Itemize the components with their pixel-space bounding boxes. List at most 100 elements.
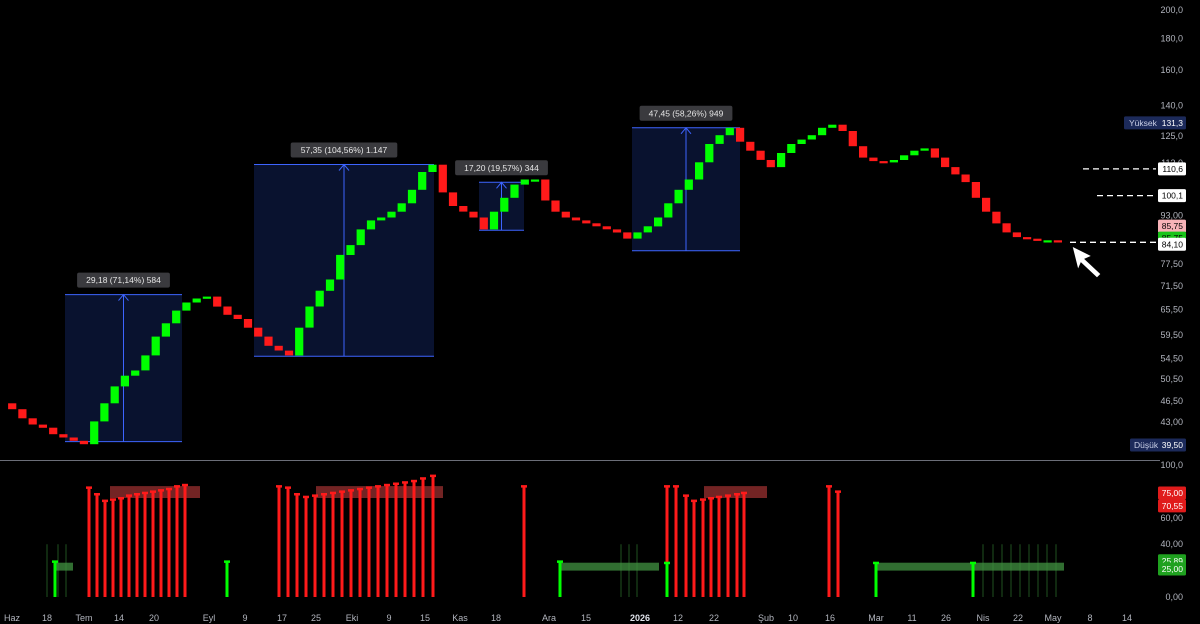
price-bar — [1033, 238, 1042, 241]
oscillator-bar-cap — [708, 497, 714, 500]
measure-label-bg — [77, 272, 170, 288]
oscillator-bar-cap — [118, 497, 124, 500]
oscillator-bar-cap — [158, 489, 164, 492]
oscillator-bar-green — [558, 561, 562, 597]
y-tick-label: 50,50 — [1160, 374, 1183, 384]
time-axis[interactable]: Haz 18 Tem 14 20 Eyl 9 17 25 Eki 9 15 Kas 18 Ara 15 2026… — [4, 613, 1132, 623]
svg-text:39,50: 39,50 — [1162, 440, 1184, 450]
x-tick-label: 22 — [709, 613, 719, 623]
oscillator-bar-cap — [393, 482, 399, 485]
oscillator-bar-cap — [835, 490, 841, 493]
measure-box[interactable]: 57,35 (104,56%) 1.147 — [254, 142, 434, 357]
oscillator-bar-cap — [683, 494, 689, 497]
osc-tick-label: 60,00 — [1160, 513, 1183, 523]
price-bar — [8, 403, 17, 410]
price-bar — [202, 296, 211, 299]
oscillator-bar-red — [367, 487, 371, 597]
oscillator-bar-red — [95, 494, 99, 597]
oscillator-bar-red — [726, 495, 730, 597]
oscillator-bar-cap — [166, 487, 172, 491]
price-bar — [705, 144, 714, 163]
oscillator-bar-red — [286, 487, 290, 597]
price-tags: Yüksek131,3Düşük39,50110,6100,185,7585,7… — [1124, 116, 1186, 576]
measure-label: 57,35 (104,56%) 1.147 — [301, 145, 388, 155]
x-tick-label: Kas — [452, 613, 468, 623]
oscillator-bar-cap — [741, 491, 747, 495]
x-tick-label: Ara — [542, 613, 556, 623]
oscillator-bar-red — [277, 486, 281, 597]
x-tick-label: 10 — [788, 613, 798, 623]
y-tick-label: 77,50 — [1160, 259, 1183, 269]
oscillator-bar-red — [151, 491, 155, 597]
price-bar — [346, 245, 355, 255]
oscillator-bar-cap — [285, 486, 291, 489]
price-bar — [1012, 232, 1021, 238]
x-tick-label: 14 — [1122, 613, 1132, 623]
price-bar — [879, 161, 888, 164]
y-tick-label: 180,0 — [1160, 33, 1183, 43]
price-bar — [1043, 240, 1052, 243]
price-bar — [612, 229, 622, 233]
price-bar — [941, 157, 950, 168]
oscillator-bar-cap — [375, 485, 381, 488]
measure-label-bg — [639, 105, 733, 121]
oscillator-bar-cap — [303, 495, 309, 499]
oscillator-bar-red — [183, 484, 187, 597]
svg-text:Yüksek: Yüksek — [1129, 118, 1158, 128]
price-bar — [510, 184, 519, 198]
x-tick-label: 14 — [114, 613, 124, 623]
oscillator-bar-red — [403, 482, 407, 597]
osc-tag-red: 75,00 — [1158, 486, 1186, 500]
svg-text:75,00: 75,00 — [1162, 488, 1184, 498]
x-tick-label: 18 — [42, 613, 52, 623]
x-tick-label: Eki — [346, 613, 359, 623]
oscillator-bar-red — [295, 494, 299, 597]
price-bar — [992, 211, 1001, 224]
x-tick-label: 8 — [1087, 613, 1092, 623]
price-bar — [582, 220, 591, 224]
oscillator-bar-red — [119, 498, 123, 597]
price-bar — [602, 226, 611, 230]
overbought-zone — [704, 486, 767, 498]
price-bar — [725, 127, 734, 136]
x-tick-label: 18 — [491, 613, 501, 623]
price-bar — [274, 345, 283, 351]
measure-label-bg — [455, 160, 548, 176]
price-bar — [397, 203, 406, 212]
price-bar — [110, 386, 119, 404]
oscillator-bar-cap — [664, 561, 670, 565]
oscillator-bar-cap — [52, 560, 58, 563]
x-tick-label: Nis — [977, 613, 990, 623]
price-bar — [541, 179, 550, 201]
oscillator-bar-cap — [402, 481, 408, 484]
svg-text:85,75: 85,75 — [1162, 221, 1184, 231]
price-bar — [192, 298, 201, 303]
price-series — [8, 124, 1062, 445]
price-bar — [18, 409, 27, 419]
measure-label: 47,45 (58,26%) 949 — [649, 108, 724, 118]
x-tick-label: Eyl — [203, 613, 216, 623]
price-bar — [336, 254, 345, 280]
y-tick-label: 200,0 — [1160, 5, 1183, 15]
price-bar — [131, 370, 140, 376]
price-bar — [1002, 223, 1011, 233]
price-bar — [838, 124, 847, 131]
oscillator-bar-cap — [430, 474, 436, 478]
price-bar — [366, 220, 376, 230]
oscillator-bar-cap — [126, 494, 132, 497]
oscillator-bar-red — [742, 492, 746, 597]
price-bar — [295, 327, 304, 356]
oscillator-bar-red — [127, 495, 131, 597]
price-bar — [264, 336, 273, 346]
oversold-zone — [876, 562, 1064, 571]
oscillator-bar-cap — [94, 493, 100, 496]
x-tick-label: 26 — [941, 613, 951, 623]
oscillator-bar-red — [103, 500, 107, 597]
price-bar — [982, 197, 991, 212]
oscillator-bar-cap — [294, 493, 300, 496]
measure-box[interactable]: 29,18 (71,14%) 584 — [65, 272, 182, 443]
level-tag: 84,10 — [1158, 237, 1186, 251]
x-tick-label: 2026 — [630, 613, 650, 623]
price-bar — [889, 160, 898, 163]
